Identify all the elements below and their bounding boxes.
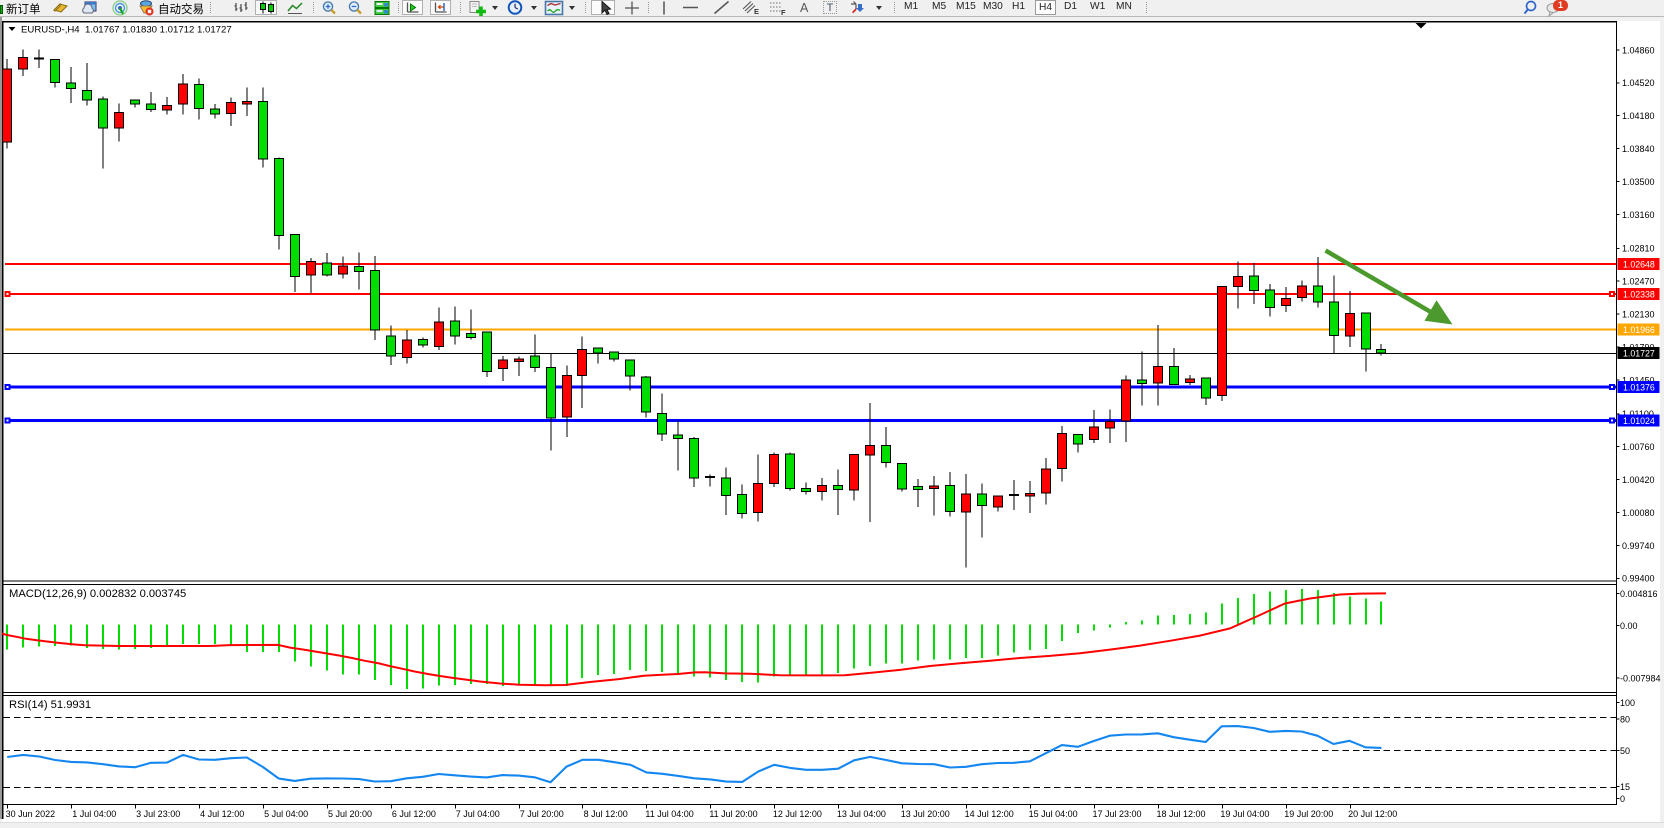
- svg-text:1.04180: 1.04180: [1622, 111, 1655, 121]
- svg-text:1.03160: 1.03160: [1622, 210, 1655, 220]
- svg-text:11 Jul 04:00: 11 Jul 04:00: [645, 809, 693, 819]
- svg-text:1.01024: 1.01024: [1623, 416, 1655, 426]
- svg-text:15 Jul 04:00: 15 Jul 04:00: [1029, 809, 1078, 819]
- svg-text:1.00080: 1.00080: [1622, 508, 1655, 518]
- svg-text:F: F: [781, 8, 786, 16]
- svg-text:1.01727: 1.01727: [1623, 349, 1655, 359]
- svg-text:1.02810: 1.02810: [1622, 244, 1655, 254]
- svg-text:-0.007984: -0.007984: [1620, 674, 1661, 684]
- svg-text:1.02130: 1.02130: [1622, 310, 1655, 320]
- svg-text:100: 100: [1620, 698, 1635, 708]
- svg-text:20 Jul 12:00: 20 Jul 12:00: [1348, 809, 1397, 819]
- svg-text:1.02470: 1.02470: [1622, 277, 1655, 287]
- svg-text:5 Jul 04:00: 5 Jul 04:00: [264, 809, 308, 819]
- svg-text:1.03500: 1.03500: [1622, 177, 1655, 187]
- svg-text:50: 50: [1620, 746, 1630, 756]
- svg-text:1.04860: 1.04860: [1622, 45, 1655, 55]
- svg-text:3 Jul 23:00: 3 Jul 23:00: [136, 809, 180, 819]
- svg-text:17 Jul 23:00: 17 Jul 23:00: [1092, 809, 1141, 819]
- svg-text:13 Jul 20:00: 13 Jul 20:00: [901, 809, 950, 819]
- svg-text:0.00: 0.00: [1620, 621, 1638, 631]
- svg-text:12 Jul 12:00: 12 Jul 12:00: [773, 809, 822, 819]
- svg-text:7 Jul 04:00: 7 Jul 04:00: [456, 809, 500, 819]
- svg-text:0: 0: [1620, 794, 1625, 804]
- svg-text:4 Jul 12:00: 4 Jul 12:00: [200, 809, 244, 819]
- svg-text:1.00420: 1.00420: [1622, 475, 1655, 485]
- svg-text:5 Jul 20:00: 5 Jul 20:00: [328, 809, 372, 819]
- svg-text:1.02648: 1.02648: [1623, 260, 1655, 270]
- svg-text:1.02338: 1.02338: [1623, 290, 1655, 300]
- svg-text:6 Jul 12:00: 6 Jul 12:00: [392, 809, 436, 819]
- svg-text:E: E: [754, 7, 759, 16]
- svg-text:EURUSD-,H4 1.01767 1.01830 1.: EURUSD-,H4 1.01767 1.01830 1.01712 1.017…: [21, 25, 232, 36]
- svg-text:1.00760: 1.00760: [1622, 442, 1655, 452]
- svg-text:80: 80: [1620, 714, 1630, 724]
- svg-text:11 Jul 20:00: 11 Jul 20:00: [709, 809, 757, 819]
- svg-text:1.01450: 1.01450: [1622, 375, 1655, 385]
- svg-text:1 Jul 04:00: 1 Jul 04:00: [72, 809, 116, 819]
- svg-text:1.01100: 1.01100: [1622, 409, 1654, 419]
- svg-text:RSI(14) 51.9931: RSI(14) 51.9931: [9, 699, 91, 711]
- svg-text:13 Jul 04:00: 13 Jul 04:00: [837, 809, 886, 819]
- svg-text:1.01966: 1.01966: [1623, 325, 1655, 335]
- svg-text:0.99400: 0.99400: [1622, 574, 1655, 584]
- svg-text:19 Jul 20:00: 19 Jul 20:00: [1284, 809, 1333, 819]
- svg-text:0.004816: 0.004816: [1620, 589, 1658, 599]
- svg-text:15: 15: [1620, 782, 1630, 792]
- svg-text:30 Jun 2022: 30 Jun 2022: [6, 809, 56, 819]
- svg-text:8 Jul 12:00: 8 Jul 12:00: [584, 809, 628, 819]
- svg-text:1.01376: 1.01376: [1623, 383, 1655, 393]
- svg-text:19 Jul 04:00: 19 Jul 04:00: [1220, 809, 1269, 819]
- svg-text:1.03840: 1.03840: [1622, 144, 1655, 154]
- svg-text:7 Jul 20:00: 7 Jul 20:00: [520, 809, 564, 819]
- svg-text:MACD(12,26,9) 0.002832 0.00374: MACD(12,26,9) 0.002832 0.003745: [9, 588, 186, 600]
- svg-text:1.04520: 1.04520: [1622, 78, 1655, 88]
- svg-text:14 Jul 12:00: 14 Jul 12:00: [965, 809, 1014, 819]
- svg-text:18 Jul 12:00: 18 Jul 12:00: [1156, 809, 1205, 819]
- svg-text:0.99740: 0.99740: [1622, 541, 1655, 551]
